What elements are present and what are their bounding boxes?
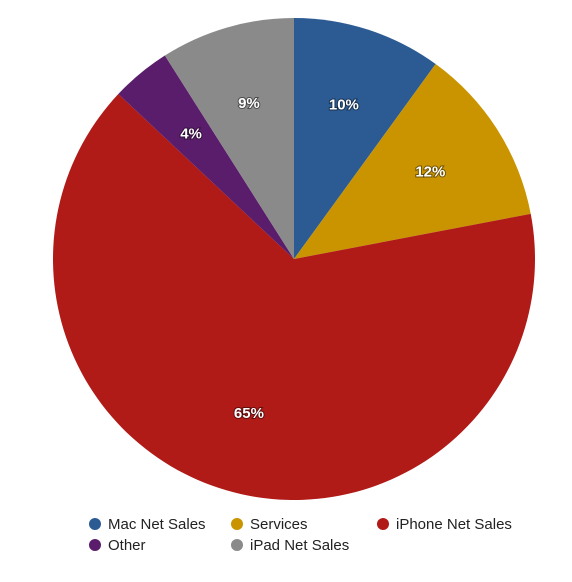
legend-item: iPhone Net Sales: [377, 516, 512, 533]
pie-slice: [294, 64, 531, 259]
legend-label: Mac Net Sales: [108, 516, 206, 533]
legend-item: iPad Net Sales: [231, 537, 349, 554]
legend-marker: [89, 539, 101, 551]
legend-item: Services: [231, 516, 308, 533]
legend-marker: [89, 518, 101, 530]
pie-slice: [118, 55, 294, 260]
slice-label: 12%: [415, 163, 445, 180]
legend-marker: [377, 518, 389, 530]
legend-item: Other: [89, 537, 146, 554]
slice-label: 9%: [238, 95, 260, 112]
legend-label: iPad Net Sales: [250, 537, 349, 554]
pie-slice: [164, 17, 294, 259]
slice-label: 4%: [180, 126, 202, 143]
legend-label: iPhone Net Sales: [396, 516, 512, 533]
slice-label: 10%: [329, 96, 359, 113]
slice-label: 65%: [234, 405, 264, 422]
pie-slice: [53, 94, 535, 501]
pie-slice: [294, 18, 436, 259]
legend-item: Mac Net Sales: [89, 516, 206, 533]
legend-marker: [231, 518, 243, 530]
legend-label: Other: [108, 537, 146, 554]
legend-label: Services: [250, 516, 308, 533]
legend-marker: [231, 539, 243, 551]
